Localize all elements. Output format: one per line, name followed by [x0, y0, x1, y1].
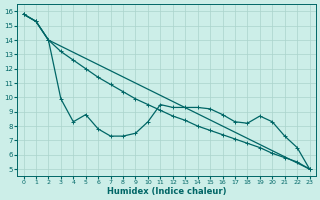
- X-axis label: Humidex (Indice chaleur): Humidex (Indice chaleur): [107, 187, 226, 196]
